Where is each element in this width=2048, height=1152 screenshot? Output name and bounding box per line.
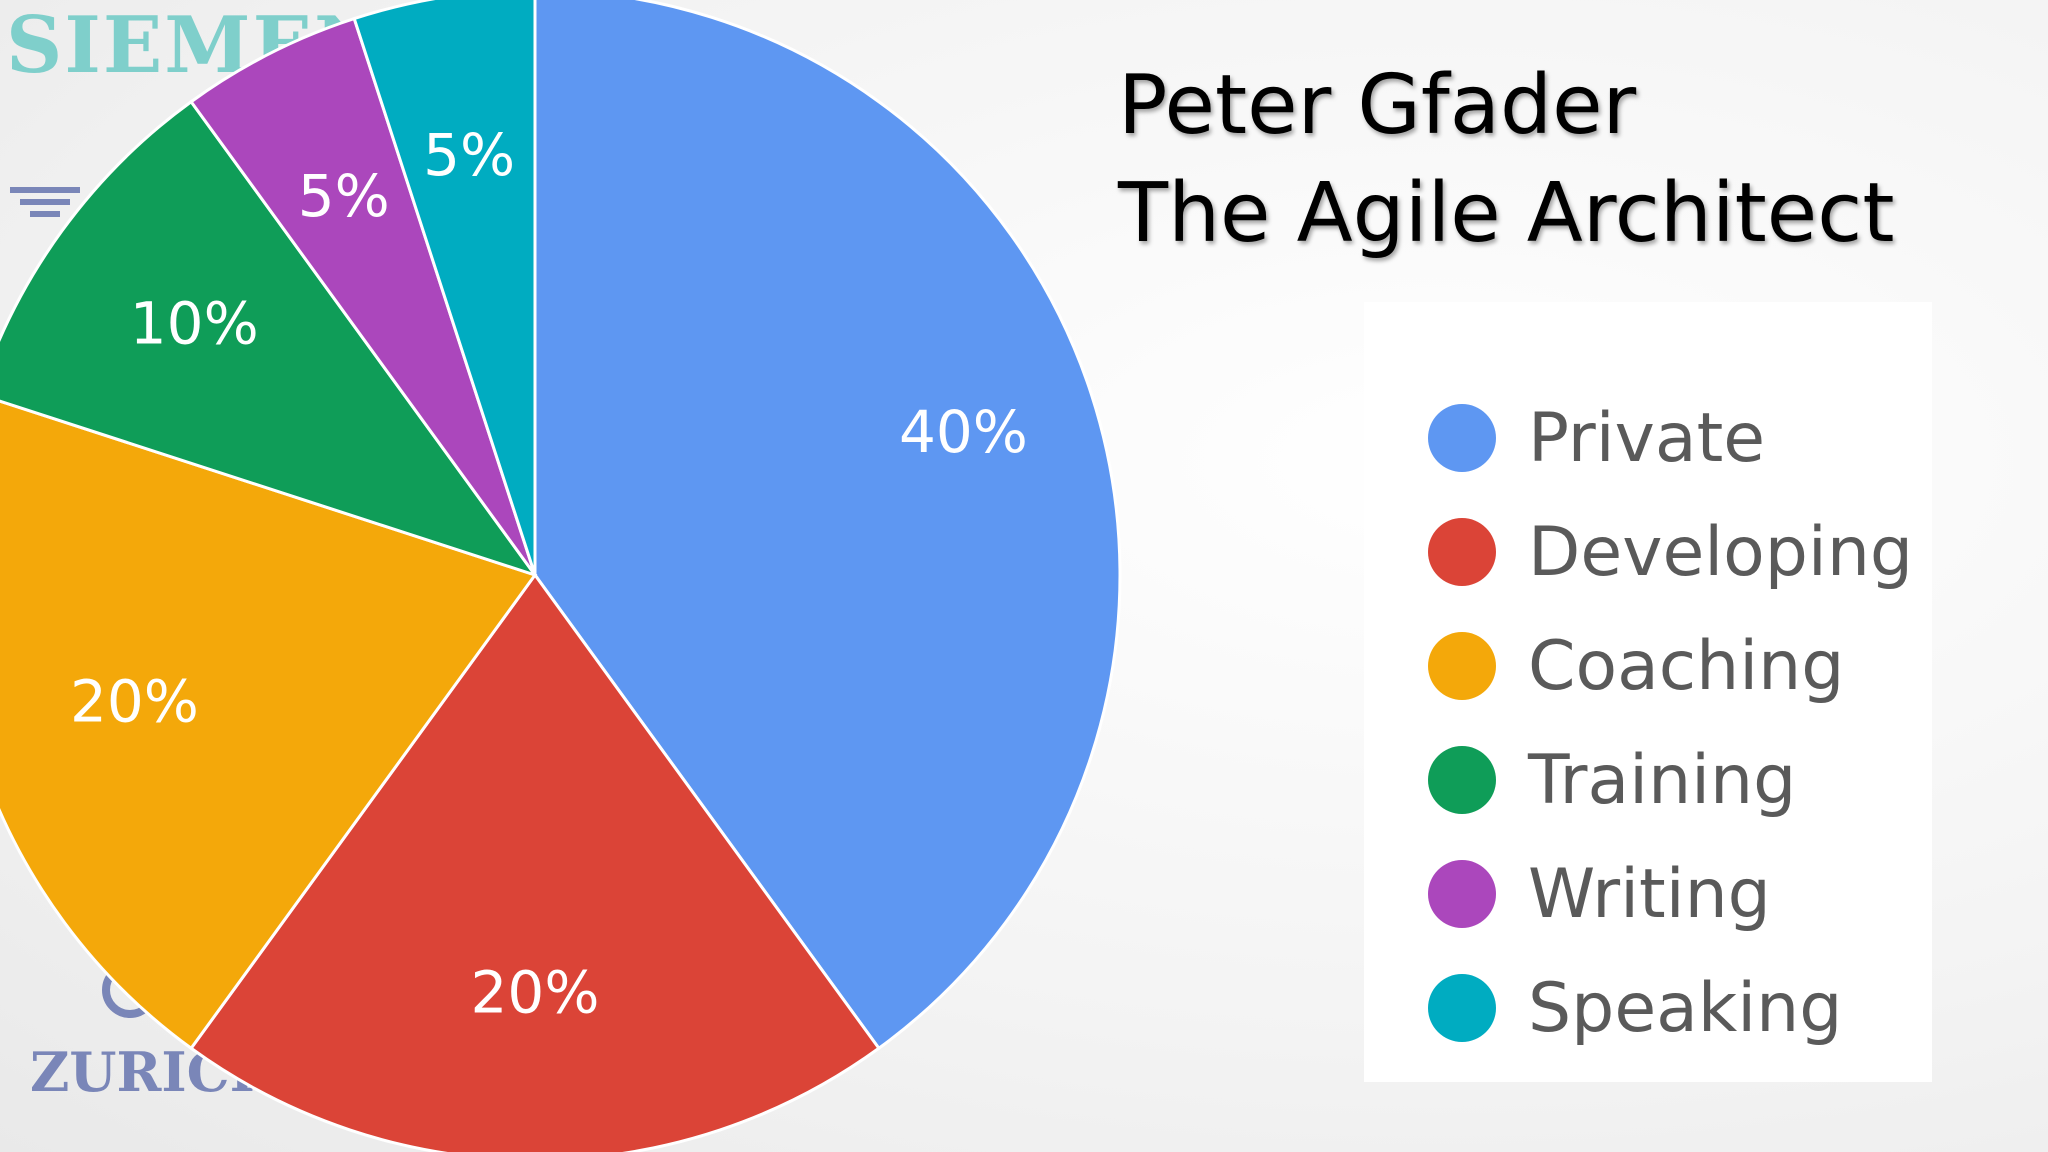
title-name: Peter Gfader <box>1118 58 1637 153</box>
slice-label-speaking: 5% <box>423 121 515 189</box>
legend-swatch <box>1428 746 1496 814</box>
legend-item-writing: Writing <box>1428 854 1771 934</box>
slice-label-writing: 5% <box>298 162 390 230</box>
slice-label-developing: 20% <box>471 958 600 1026</box>
legend-label: Private <box>1528 398 1766 478</box>
pie-slice-writing <box>189 16 537 576</box>
pie-slice-private <box>533 0 1122 1051</box>
legend-label: Speaking <box>1528 968 1843 1048</box>
legend-swatch <box>1428 518 1496 586</box>
legend-label: Writing <box>1528 854 1771 934</box>
legend-item-speaking: Speaking <box>1428 968 1842 1048</box>
legend-item-training: Training <box>1428 740 1796 820</box>
legend-label: Coaching <box>1528 626 1845 706</box>
chart-legend: Private Developing Coaching Training Writing… <box>1364 302 1932 1082</box>
legend-swatch <box>1428 404 1496 472</box>
slice-label-training: 10% <box>130 290 259 358</box>
legend-label: Training <box>1528 740 1797 820</box>
slice-label-private: 40% <box>899 398 1028 466</box>
pie-slice-training <box>0 99 539 578</box>
page-title: Peter Gfader The Agile Architect <box>1118 52 1894 268</box>
pie-slice-coaching <box>0 399 538 1051</box>
pie-slice-developing <box>189 572 881 1152</box>
legend-swatch <box>1428 974 1496 1042</box>
legend-swatch <box>1428 632 1496 700</box>
slice-label-coaching: 20% <box>70 667 199 735</box>
pie-slice-speaking <box>352 0 537 576</box>
legend-swatch <box>1428 860 1496 928</box>
partner-logo-mark <box>10 187 80 217</box>
legend-item-coaching: Coaching <box>1428 626 1844 706</box>
legend-item-private: Private <box>1428 398 1765 478</box>
legend-label: Developing <box>1528 512 1914 592</box>
title-role: The Agile Architect <box>1118 166 1895 261</box>
legend-item-developing: Developing <box>1428 512 1913 592</box>
